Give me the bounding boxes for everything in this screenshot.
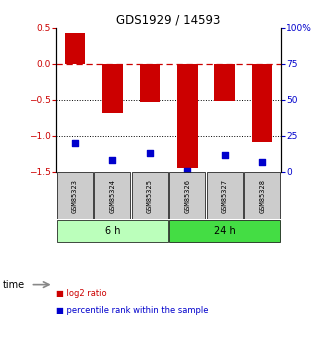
Text: GSM85328: GSM85328 — [259, 179, 265, 213]
Bar — [140, 64, 160, 102]
FancyBboxPatch shape — [169, 172, 205, 219]
FancyBboxPatch shape — [57, 172, 93, 219]
Text: time: time — [3, 280, 25, 289]
FancyBboxPatch shape — [57, 220, 168, 243]
Point — [260, 159, 265, 165]
Point — [185, 168, 190, 173]
Bar — [177, 64, 197, 168]
Point — [222, 152, 227, 157]
Text: ■ percentile rank within the sample: ■ percentile rank within the sample — [56, 306, 209, 315]
FancyBboxPatch shape — [94, 172, 130, 219]
Text: 24 h: 24 h — [214, 226, 236, 236]
FancyBboxPatch shape — [244, 172, 280, 219]
Text: GSM85325: GSM85325 — [147, 179, 153, 213]
Text: GSM85327: GSM85327 — [222, 179, 228, 213]
FancyBboxPatch shape — [132, 172, 168, 219]
Text: GSM85323: GSM85323 — [72, 179, 78, 213]
Bar — [214, 64, 235, 101]
Bar — [102, 64, 123, 113]
Text: GSM85324: GSM85324 — [109, 179, 115, 213]
Bar — [65, 33, 85, 64]
Text: 6 h: 6 h — [105, 226, 120, 236]
Title: GDS1929 / 14593: GDS1929 / 14593 — [116, 13, 221, 27]
Point — [110, 158, 115, 163]
FancyBboxPatch shape — [169, 220, 280, 243]
FancyBboxPatch shape — [207, 172, 243, 219]
Point — [72, 140, 77, 146]
Point — [147, 150, 152, 156]
Bar — [252, 64, 273, 142]
Text: ■ log2 ratio: ■ log2 ratio — [56, 289, 107, 298]
Text: GSM85326: GSM85326 — [184, 179, 190, 213]
